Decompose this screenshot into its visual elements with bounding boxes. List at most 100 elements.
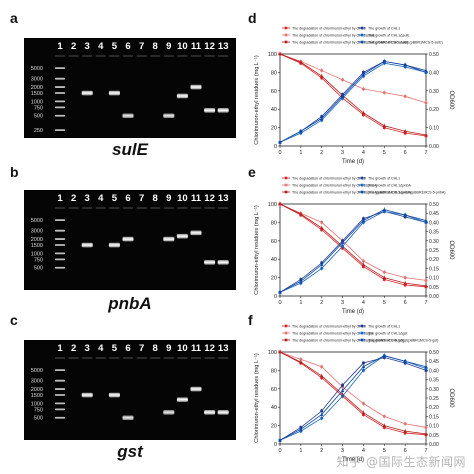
y-tick-label: 100 [268,52,277,58]
y2-tick-label: 0.50 [429,52,439,58]
gel-well [204,357,215,359]
data-point [424,133,428,137]
data-point [361,259,365,263]
ladder-band [55,416,65,419]
series-line [279,53,427,136]
ladder-band [55,100,65,103]
gel-image-sule: 1 2 3 4 5 6 7 8 9 10 11 12 13 5000 3000 2000 1500 1000 750… [24,38,236,138]
gene-label-pnba: pnbA [108,294,152,313]
gel-band [176,397,188,402]
lane-number: 2 [71,193,76,204]
y2-tick-label: 0.30 [429,387,439,393]
y2-tick-label: 0.50 [429,350,439,356]
lane-number: 2 [71,343,76,354]
ladder-size-label: 5000 [31,218,43,224]
y2-tick-label: 0.10 [429,424,439,430]
lane-number: 3 [85,193,90,204]
gel-well [150,207,161,209]
data-point [320,409,324,413]
data-point [361,402,365,406]
y-tick-label: 40 [271,107,277,113]
series-line [279,351,427,436]
gel-well [123,55,133,57]
legend-marker [360,40,364,44]
ladder-band [55,86,65,88]
y2-tick-label: 0.15 [429,414,439,420]
data-point [424,278,428,282]
gel-well [204,207,215,209]
y2-tick-label: 0.10 [429,276,439,282]
data-point [361,87,365,91]
data-point [278,140,282,144]
data-point [361,410,366,415]
y-tick-label: 80 [271,220,277,226]
data-point [341,394,345,398]
gel-well [150,55,161,57]
panel-label-b: b [10,164,19,180]
legend-entry: The degradation of chlorimuron-ethyl by … [292,324,366,328]
y2-axis-label: OD600 [448,388,454,408]
legend-entry: The degradation of chlorimuron-ethyl by … [292,331,373,335]
data-point [320,226,324,230]
y-tick-label: 0 [274,294,277,300]
lane-number: 4 [98,41,104,52]
y2-tick-label: 0.20 [429,107,439,113]
x-tick-label: 5 [383,300,386,306]
data-point [424,364,428,369]
legend-marker [284,183,288,187]
legend-marker [284,338,288,342]
legend-entry: The growth of CHL1 [368,26,400,30]
x-tick-label: 5 [383,150,386,156]
x-tick-label: 3 [341,448,344,454]
lane-number: 3 [85,41,90,52]
gel-well [163,357,174,359]
gel-band [190,230,202,236]
gel-band [190,386,202,392]
data-point [403,94,407,98]
data-point [341,78,345,82]
y2-tick-label: 0.05 [429,433,439,439]
legend-marker [360,338,364,342]
x-tick-label: 0 [278,300,281,306]
legend-entry: The growth of CHL1 [368,176,400,180]
y-tick-label: 40 [271,405,277,411]
lane-number: 1 [57,343,63,354]
data-point [278,438,282,442]
y2-tick-label: 0.10 [429,126,439,132]
gel-image-gst: 1 2 3 4 5 6 7 8 9 10 11 12 13 5000 3000 2000 1500 1000 750… [24,340,236,440]
data-point [340,388,345,392]
ladder-band [55,238,65,240]
x-tick-label: 5 [383,448,386,454]
gel-well [191,207,201,209]
x-axis-label: Time (d) [342,159,364,165]
y-tick-label: 40 [271,257,277,263]
data-point [403,359,407,363]
gel-well [136,55,147,57]
y-tick-label: 20 [271,424,277,430]
gel-well [191,55,201,57]
data-point [320,262,324,267]
data-point [403,281,407,285]
ladder-size-label: 2000 [31,85,43,91]
data-point [382,414,386,418]
data-point [299,60,303,64]
chart-f: The degradation of chlorimuron-ethyl by … [250,322,456,464]
gel-well [109,357,120,359]
data-point [299,279,303,283]
y2-tick-label: 0.25 [429,248,439,254]
x-tick-label: 3 [341,150,344,156]
legend-entry: The degradation of chlorimuron-ethyl by … [292,183,377,187]
data-point [278,52,282,56]
gel-band [204,108,216,113]
series-line [279,53,427,137]
lane-number: 6 [125,41,130,52]
gel-well [177,207,188,209]
gel-band [176,93,188,99]
y-tick-label: 80 [271,368,277,374]
y-axis-label: Chlorimuron-ethyl residues (mg L⁻¹) [254,205,260,295]
data-point [361,364,366,369]
legend-marker [284,40,288,44]
data-point [320,374,324,378]
data-point [361,368,365,372]
y-tick-label: 100 [268,202,277,208]
